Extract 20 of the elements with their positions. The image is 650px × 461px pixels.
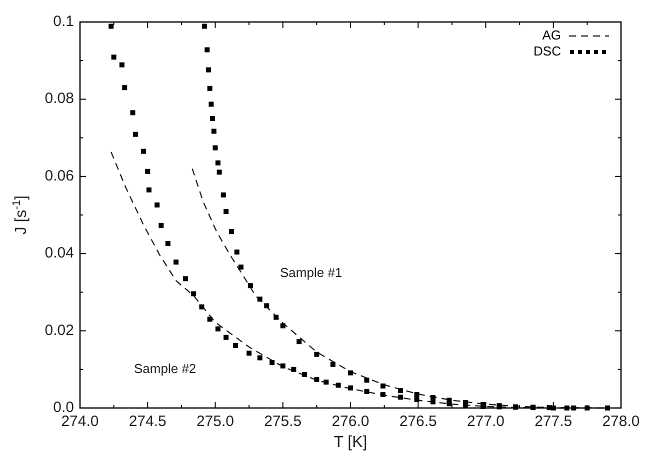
y-tick-label: 0.0 [53, 398, 74, 416]
legend-label: DSC [534, 43, 561, 58]
x-tick-label: 275.5 [264, 413, 302, 430]
y-tick-label: 0.04 [44, 244, 74, 262]
annotation: Sample #2 [134, 361, 196, 376]
x-tick-label: 276.0 [332, 413, 370, 430]
x-axis-title: T [K] [334, 434, 368, 451]
y-tick-label: 0.1 [53, 12, 74, 30]
legend-label: AG [542, 27, 561, 42]
x-tick-label: 277.0 [466, 413, 505, 430]
y-tick-label: 0.08 [44, 90, 74, 108]
y-tick-label: 0.02 [44, 322, 74, 339]
x-tick-label: 274.5 [128, 413, 166, 430]
x-tick-label: 278.0 [602, 413, 640, 430]
x-tick-label: 275.0 [196, 413, 234, 430]
annotation: Sample #1 [280, 265, 342, 280]
x-tick-label: 274.0 [61, 413, 99, 430]
y-tick-label: 0.06 [44, 167, 74, 184]
x-tick-label: 277.5 [534, 413, 572, 430]
x-tick-label: 276.5 [399, 413, 437, 430]
